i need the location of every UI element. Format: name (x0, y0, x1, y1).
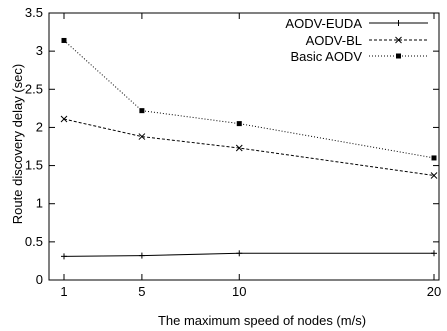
data-point (235, 144, 243, 152)
x-axis-label: The maximum speed of nodes (m/s) (158, 313, 366, 328)
legend-item: AODV-BL (306, 33, 428, 48)
data-point (139, 108, 145, 114)
series-line (63, 118, 435, 176)
legend-marker (396, 53, 401, 59)
legend-marker (395, 20, 402, 26)
y-tick-label: 0.5 (25, 234, 43, 249)
legend-label: Basic AODV (290, 49, 362, 64)
data-point (236, 250, 243, 257)
series-aodv-bl (60, 115, 438, 179)
y-tick-label: 2.5 (25, 81, 43, 96)
legend-item: AODV-EUDA (285, 16, 428, 31)
series-line (63, 40, 435, 159)
y-tick-label: 0 (36, 272, 43, 287)
x-tick-label: 10 (232, 284, 246, 299)
legend-marker (395, 36, 402, 44)
legend-label: AODV-BL (306, 33, 362, 48)
data-point (60, 115, 68, 123)
legend-label: AODV-EUDA (285, 16, 362, 31)
data-point (431, 250, 437, 257)
data-point (61, 37, 67, 43)
series-basic-aodv (61, 37, 437, 161)
data-point (431, 155, 437, 161)
x-tick-label: 20 (427, 284, 441, 299)
data-point (236, 121, 242, 127)
y-tick-label: 3 (36, 43, 43, 58)
x-tick-label: 1 (60, 284, 67, 299)
axis-ticks: 0 0.5 1 1.5 2 2.5 3 3.5 1 5 10 20 (25, 5, 441, 299)
legend-item: Basic AODV (290, 49, 428, 64)
data-point (138, 252, 145, 259)
series-aodv-euda (61, 250, 437, 260)
series-group (60, 37, 438, 260)
x-tick-label: 5 (138, 284, 145, 299)
y-axis-label: Route discovery delay (sec) (10, 64, 25, 224)
plot-frame (48, 12, 440, 281)
y-tick-label: 1 (36, 196, 43, 211)
data-point (430, 172, 438, 179)
y-tick-label: 1.5 (25, 158, 43, 173)
y-tick-label: 3.5 (25, 5, 43, 20)
series-line (63, 252, 434, 257)
y-tick-label: 2 (36, 119, 43, 134)
axes (48, 12, 440, 281)
data-point (138, 133, 146, 140)
data-point (61, 253, 67, 260)
